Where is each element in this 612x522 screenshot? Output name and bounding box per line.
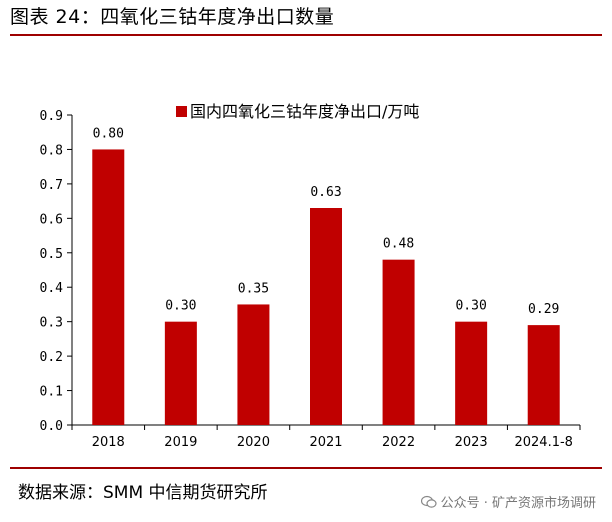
- y-tick-label: 0.1: [40, 385, 63, 400]
- bar-value-label: 0.80: [93, 126, 124, 141]
- bar: [455, 321, 488, 425]
- watermark-text: 公众号 · 矿产资源市场调研: [440, 496, 596, 511]
- bar-value-label: 0.63: [310, 185, 341, 200]
- watermark: 公众号 · 矿产资源市场调研: [420, 492, 596, 511]
- x-axis: 2018 2019 2020 2021 2022 2023 2024.1-8: [71, 424, 581, 450]
- y-tick-label: 0.4: [40, 281, 64, 296]
- bar: [237, 304, 270, 425]
- x-tick-label: 2019: [164, 435, 197, 450]
- bar-value-label: 0.48: [383, 237, 414, 252]
- top-rule: [10, 34, 602, 36]
- x-tick-label: 2023: [455, 435, 488, 450]
- bar-value-label: 0.35: [238, 281, 269, 296]
- chart-legend: 国内四氧化三钴年度净出口/万吨: [176, 102, 419, 121]
- bar-value-label: 0.30: [455, 299, 486, 314]
- legend-label: 国内四氧化三钴年度净出口/万吨: [190, 102, 419, 121]
- bar: [382, 259, 415, 425]
- y-tick-label: 0.5: [40, 247, 63, 262]
- bar: [164, 321, 197, 425]
- y-tick-label: 0.6: [40, 212, 63, 227]
- y-tick-label: 0.9: [40, 109, 63, 124]
- legend-swatch: [176, 106, 187, 117]
- bar: [92, 149, 125, 425]
- bar: [310, 208, 342, 425]
- bar: [527, 325, 560, 425]
- x-tick-label: 2021: [309, 435, 342, 450]
- bar-chart: 0.00.10.20.30.40.50.60.70.80.9 2018 2019 2…: [40, 102, 581, 450]
- bar-series: [92, 149, 560, 425]
- x-tick-label: 2018: [92, 435, 125, 450]
- data-labels: 0.80 0.30 0.35 0.63 0.48 0.30 0.29: [93, 126, 560, 317]
- bar-value-label: 0.29: [528, 302, 559, 317]
- y-tick-label: 0.8: [40, 143, 63, 158]
- y-tick-label: 0.2: [40, 350, 63, 365]
- y-tick-label: 0.0: [40, 419, 63, 434]
- x-tick-label: 2022: [382, 435, 415, 450]
- wechat-icon: [420, 494, 437, 510]
- y-tick-label: 0.7: [40, 178, 63, 193]
- source-note: 数据来源：SMM 中信期货研究所: [18, 483, 268, 503]
- figure-title: 图表 24：四氧化三钴年度净出口数量: [10, 6, 335, 28]
- bottom-rule: [10, 467, 602, 469]
- x-tick-label: 2020: [237, 435, 270, 450]
- y-axis: 0.0 0.1 0.2 0.3 0.4 0.5 0.6 0.7 0.8 0.9: [40, 109, 73, 434]
- bar-value-label: 0.30: [165, 299, 196, 314]
- x-tick-label: 2024.1-8: [514, 435, 572, 450]
- y-tick-label: 0.3: [40, 316, 63, 331]
